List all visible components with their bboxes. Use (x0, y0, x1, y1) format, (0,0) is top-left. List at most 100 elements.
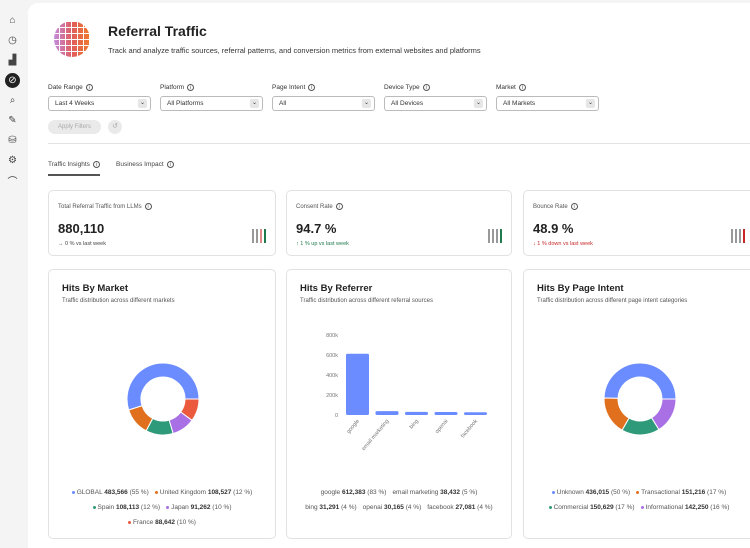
y-tick-label: 400k (326, 373, 338, 379)
chart-subtitle: Traffic distribution across different ma… (62, 298, 175, 304)
chart-title: Hits By Market (62, 283, 128, 294)
select-value: All Markets (503, 100, 536, 107)
chart-card: Hits By Market Traffic distribution acros… (48, 269, 276, 539)
info-icon[interactable]: i (144, 203, 152, 210)
referral-icon[interactable]: ⊘ (5, 73, 20, 88)
legend-label: openai (362, 504, 383, 511)
trend-bar (738, 229, 741, 243)
bar-openai[interactable] (434, 411, 458, 415)
legend-item[interactable]: Japan 91,262 (10 %) (166, 504, 231, 511)
info-icon: i (422, 84, 430, 91)
search-icon[interactable]: ⌕ (9, 95, 16, 106)
legend-item[interactable]: google 612,383 (83 %) (320, 489, 387, 496)
legend-value: 31,291 (319, 504, 340, 511)
learn-icon[interactable]: ⌒ (7, 177, 18, 188)
info-icon[interactable]: i (335, 203, 343, 210)
legend-item[interactable]: United Kingdom 108,527 (12 %) (154, 489, 252, 496)
filter-label: Platform i (160, 84, 195, 92)
chart-subtitle: Traffic distribution across different re… (300, 298, 433, 304)
chart-subtitle: Traffic distribution across different pa… (537, 298, 688, 304)
info-icon: i (187, 84, 195, 91)
legend-label: Informational (645, 504, 684, 511)
pie-slice-global[interactable] (126, 362, 200, 411)
trend-bar (495, 229, 498, 243)
trend-bar (259, 229, 262, 243)
legend-item[interactable]: Informational 142,250 (16 %) (640, 504, 729, 511)
bar-facebook[interactable] (464, 412, 487, 415)
legend-item[interactable]: facebook 27,081 (4 %) (427, 504, 493, 511)
filter-select-market[interactable]: All Markets ⌄ (496, 96, 599, 111)
settings-icon[interactable]: ⚙ (8, 155, 17, 166)
magic-wand-icon[interactable]: ✎ (8, 115, 17, 126)
filter-label: Device Type i (384, 84, 430, 91)
bar-chart-icon[interactable]: ▟ (8, 55, 17, 66)
chevron-down-icon: ⌄ (586, 99, 595, 108)
filter-select-device-type[interactable]: All Devices ⌄ (384, 96, 487, 111)
legend-pct: 12 % (235, 489, 251, 496)
globe-logo (54, 21, 90, 57)
legend-value: 108,527 (207, 489, 232, 496)
legend-item[interactable]: email marketing 38,432 (5 %) (392, 489, 478, 496)
legend-item[interactable]: GLOBAL 483,566 (55 %) (71, 489, 149, 496)
legend-dot (551, 490, 555, 494)
legend-item[interactable]: openai 30,165 (4 %) (362, 504, 422, 511)
kpi-value: 880,110 (58, 221, 105, 236)
legend-row: Spain 108,113 (12 %) Japan 91,262 (10 %) (49, 500, 275, 515)
legend-pct: 17 % (709, 489, 725, 496)
legend-dot (128, 520, 132, 524)
bar-email-marketing[interactable] (375, 411, 399, 415)
chevron-down-icon: ⌄ (138, 99, 147, 108)
legend-pct: 16 % (712, 504, 728, 511)
chevron-down-icon: ⌄ (250, 99, 259, 108)
pie-slice-unknown[interactable] (603, 362, 677, 400)
apply-filters-button[interactable]: Apply Filters (48, 120, 101, 134)
pie-slice-informational[interactable] (650, 398, 677, 431)
legend-pct: 4 % (343, 504, 355, 511)
y-tick-label: 800k (326, 333, 338, 339)
y-tick-label: 200k (326, 393, 338, 399)
select-value: All Platforms (167, 100, 204, 107)
filter-label-text: Market (496, 84, 516, 92)
legend-item[interactable]: Spain 108,113 (12 %) (92, 504, 160, 511)
legend-row: bing 31,291 (4 %) openai 30,165 (4 %) face… (287, 500, 511, 515)
pie-slice-france[interactable] (180, 398, 200, 421)
trend-bar (491, 229, 494, 243)
filter-label-text: Date Range (48, 84, 83, 92)
legend-item[interactable]: Unknown 436,015 (50 %) (551, 489, 630, 496)
legend-label: Commercial (553, 504, 589, 511)
compass-icon[interactable]: ◷ (8, 35, 17, 46)
database-settings-icon[interactable]: ⛁ (8, 135, 17, 146)
active-tab-indicator (48, 174, 100, 176)
legend-item[interactable]: France 88,642 (10 %) (128, 519, 196, 526)
tab-traffic-insights[interactable]: Traffic Insights i (48, 161, 100, 168)
kpi-delta: ↓ 1 % down vs last week (533, 241, 593, 247)
filter-select-platform[interactable]: All Platforms ⌄ (160, 96, 263, 111)
reset-filters-button[interactable]: ↺ (108, 120, 122, 134)
chart-title: Hits By Referrer (300, 283, 373, 294)
bar-google[interactable] (346, 353, 369, 415)
legend-row: google 612,383 (83 %) email marketing 38,… (287, 485, 511, 500)
filter-label-text: Platform (160, 84, 185, 92)
main-panel: Referral Traffic Track and analyze traff… (28, 3, 750, 548)
bar-bing[interactable] (405, 411, 428, 415)
legend-item[interactable]: Commercial 150,629 (17 %) (548, 504, 635, 511)
tab-business-impact[interactable]: Business Impact i (116, 161, 174, 168)
legend-item[interactable]: Transactional 151,216 (17 %) (636, 489, 726, 496)
legend-value: 27,081 (455, 504, 476, 511)
legend-pct: 12 % (143, 504, 158, 511)
filter-select-page-intent[interactable]: All ⌄ (272, 96, 375, 111)
info-icon[interactable]: i (570, 203, 578, 210)
legend-item[interactable]: bing 31,291 (4 %) (305, 504, 357, 511)
kpi-delta: ↑ 1 % up vs last week (296, 241, 349, 247)
legend-label: email marketing (392, 489, 439, 496)
kpi-title: Consent Rate i (296, 203, 343, 210)
chart-legend: google 612,383 (83 %) email marketing 38,… (287, 485, 511, 515)
kpi-title-text: Bounce Rate (533, 204, 568, 211)
filter-label-text: Page Intent (272, 84, 306, 92)
legend-value: 436,015 (585, 489, 610, 496)
home-icon[interactable]: ⌂ (9, 15, 16, 26)
info-icon: i (92, 161, 100, 168)
legend-label: United Kingdom (159, 489, 207, 496)
page-subtitle: Track and analyze traffic sources, refer… (108, 46, 481, 55)
filter-select-date-range[interactable]: Last 4 Weeks ⌄ (48, 96, 151, 111)
